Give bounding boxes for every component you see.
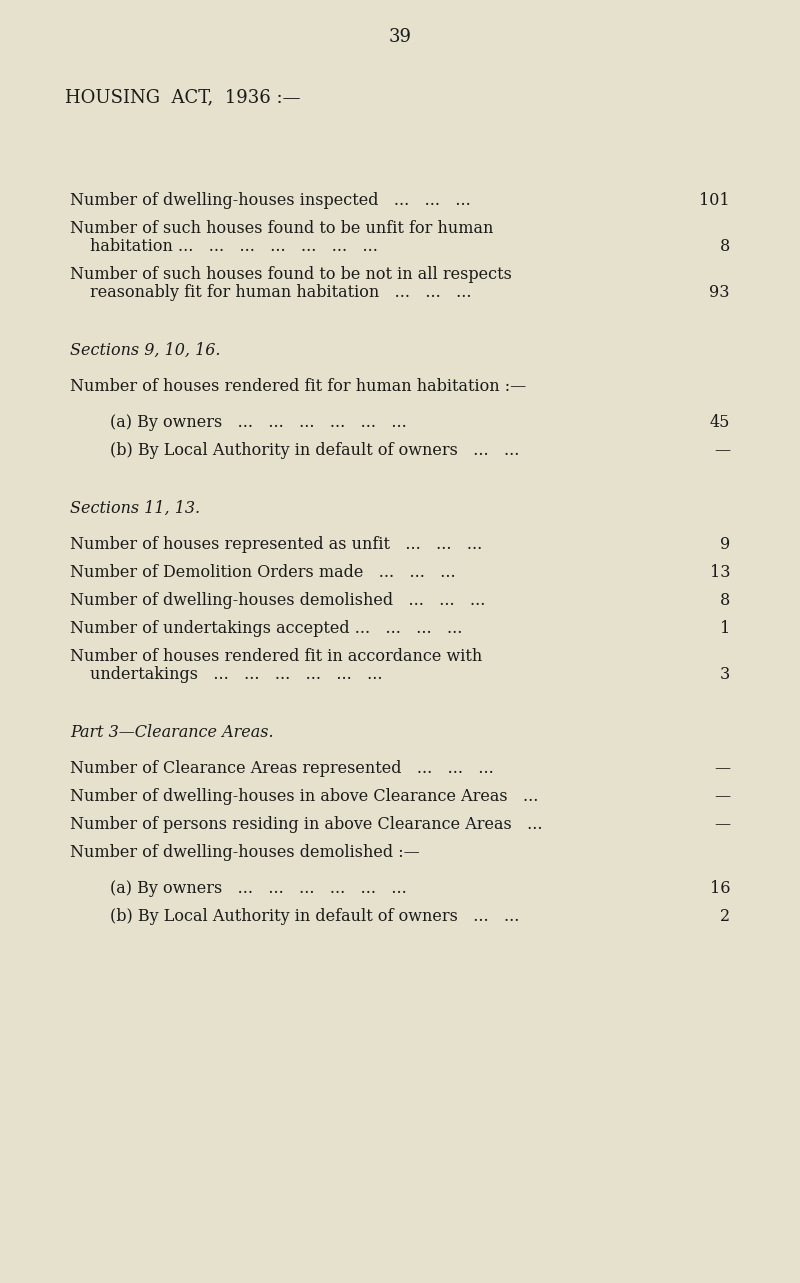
Text: Number of undertakings accepted ...   ...   ...   ...: Number of undertakings accepted ... ... … (70, 620, 462, 636)
Text: Number of dwelling-houses demolished   ...   ...   ...: Number of dwelling-houses demolished ...… (70, 591, 486, 609)
Text: —: — (714, 788, 730, 804)
Text: 45: 45 (710, 414, 730, 431)
Text: Number of Demolition Orders made   ...   ...   ...: Number of Demolition Orders made ... ...… (70, 565, 456, 581)
Text: —: — (714, 443, 730, 459)
Text: Number of persons residing in above Clearance Areas   ...: Number of persons residing in above Clea… (70, 816, 542, 833)
Text: 8: 8 (720, 239, 730, 255)
Text: undertakings   ...   ...   ...   ...   ...   ...: undertakings ... ... ... ... ... ... (90, 666, 382, 683)
Text: habitation ...   ...   ...   ...   ...   ...   ...: habitation ... ... ... ... ... ... ... (90, 239, 378, 255)
Text: Number of houses rendered fit in accordance with: Number of houses rendered fit in accorda… (70, 648, 482, 665)
Text: 39: 39 (389, 28, 411, 46)
Text: Sections 11, 13.: Sections 11, 13. (70, 500, 200, 517)
Text: 1: 1 (720, 620, 730, 636)
Text: Sections 9, 10, 16.: Sections 9, 10, 16. (70, 343, 221, 359)
Text: reasonably fit for human habitation   ...   ...   ...: reasonably fit for human habitation ... … (90, 284, 471, 302)
Text: (b) By Local Authority in default of owners   ...   ...: (b) By Local Authority in default of own… (110, 908, 519, 925)
Text: —: — (714, 760, 730, 777)
Text: Number of houses rendered fit for human habitation :—: Number of houses rendered fit for human … (70, 378, 526, 395)
Text: Number of dwelling-houses inspected   ...   ...   ...: Number of dwelling-houses inspected ... … (70, 192, 470, 209)
Text: 2: 2 (720, 908, 730, 925)
Text: HOUSING  ACT,  1936 :—: HOUSING ACT, 1936 :— (65, 89, 301, 106)
Text: (a) By owners   ...   ...   ...   ...   ...   ...: (a) By owners ... ... ... ... ... ... (110, 414, 406, 431)
Text: 3: 3 (720, 666, 730, 683)
Text: (b) By Local Authority in default of owners   ...   ...: (b) By Local Authority in default of own… (110, 443, 519, 459)
Text: Part 3—Clearance Areas.: Part 3—Clearance Areas. (70, 724, 274, 742)
Text: Number of such houses found to be not in all respects: Number of such houses found to be not in… (70, 266, 512, 284)
Text: Number of dwelling-houses in above Clearance Areas   ...: Number of dwelling-houses in above Clear… (70, 788, 538, 804)
Text: 101: 101 (699, 192, 730, 209)
Text: 16: 16 (710, 880, 730, 897)
Text: 9: 9 (720, 536, 730, 553)
Text: 13: 13 (710, 565, 730, 581)
Text: Number of such houses found to be unfit for human: Number of such houses found to be unfit … (70, 219, 494, 237)
Text: Number of dwelling-houses demolished :—: Number of dwelling-houses demolished :— (70, 844, 420, 861)
Text: —: — (714, 816, 730, 833)
Text: (a) By owners   ...   ...   ...   ...   ...   ...: (a) By owners ... ... ... ... ... ... (110, 880, 406, 897)
Text: 8: 8 (720, 591, 730, 609)
Text: Number of houses represented as unfit   ...   ...   ...: Number of houses represented as unfit ..… (70, 536, 482, 553)
Text: Number of Clearance Areas represented   ...   ...   ...: Number of Clearance Areas represented ..… (70, 760, 494, 777)
Text: 93: 93 (710, 284, 730, 302)
